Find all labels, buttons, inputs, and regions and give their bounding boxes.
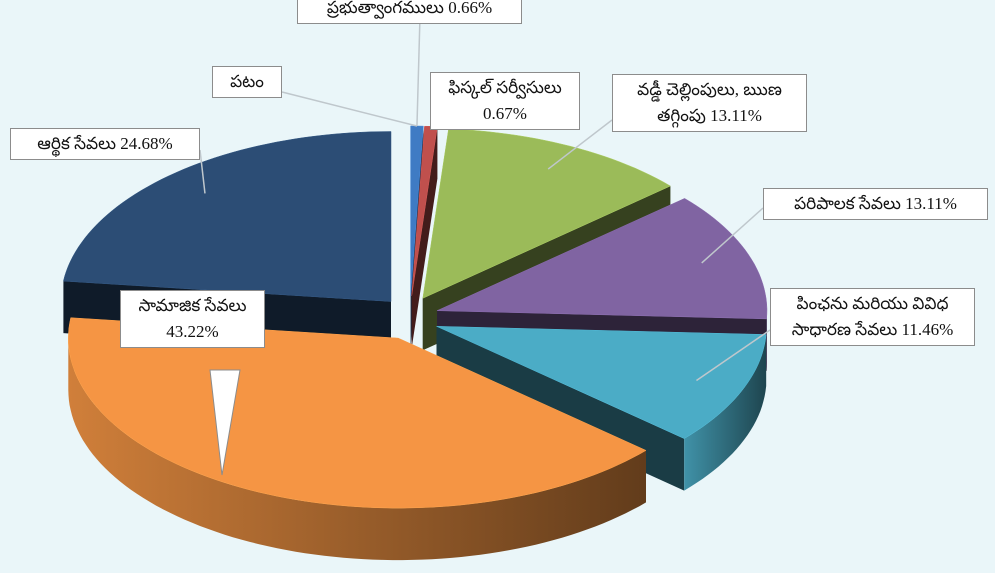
data-label: పింఛను మరియు వివిధ సాధారణ సేవలు 11.46% [770, 288, 975, 346]
data-label: ఆర్థిక సేవలు 24.68% [10, 128, 200, 160]
label-name: ఫిస్కల్ సర్వీసులు [448, 78, 562, 97]
data-label: ప్రభుత్వాంగములు 0.66% [297, 0, 522, 24]
label-name: పరిపాలక సేవలు [794, 194, 901, 213]
slice [436, 198, 768, 320]
label-name: పింఛను మరియు వివిధ సాధారణ సేవలు [791, 294, 949, 339]
data-label: సామాజిక సేవలు 43.22% [120, 290, 265, 348]
label-name: ఆర్థిక సేవలు [37, 134, 117, 153]
leader-line [199, 149, 206, 194]
slice [68, 317, 647, 509]
slice-side [411, 126, 438, 348]
slice [63, 131, 392, 302]
data-label: ఫిస్కల్ సర్వీసులు 0.67% [430, 72, 580, 130]
slice-wall [68, 338, 647, 561]
leader-line [701, 207, 764, 264]
leader-line [416, 15, 421, 127]
slice-wall [684, 334, 767, 491]
label-value: 0.66% [448, 0, 493, 17]
label-value: 24.68% [120, 134, 173, 153]
label-name: ప్రభుత్వాంగములు [326, 0, 444, 17]
label-value: 13.11% [710, 106, 762, 125]
label-value: 0.67% [483, 104, 527, 123]
label-name: వడ్డీ చెల్లింపులు, ఋణ తగ్గింపు [637, 80, 782, 125]
leader-line [281, 91, 418, 127]
leader-line [696, 329, 771, 382]
slice [422, 128, 671, 299]
label-value: 11.46% [901, 320, 954, 339]
label-value: 43.22% [166, 322, 219, 341]
data-label: పరిపాలక సేవలు 13.11% [763, 188, 988, 220]
annotation: పటం [212, 66, 282, 98]
leader-line [547, 119, 613, 170]
data-label: వడ్డీ చెల్లింపులు, ఋణ తగ్గింపు 13.11% [612, 74, 807, 132]
slice [436, 326, 767, 439]
label-name: సామాజిక సేవలు [138, 296, 247, 315]
label-value: 13.11% [905, 194, 957, 213]
callout-pointer [209, 369, 241, 476]
